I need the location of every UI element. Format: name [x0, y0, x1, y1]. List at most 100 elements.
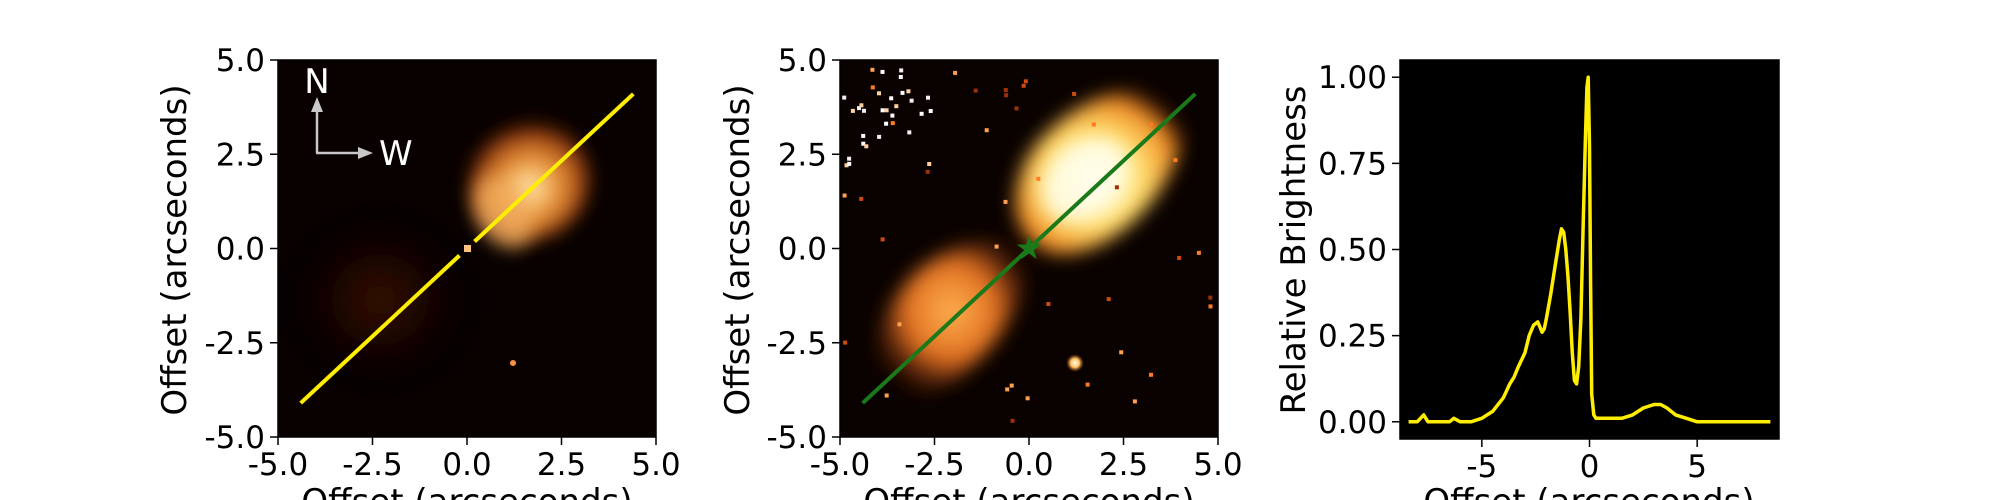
noise-pixel [880, 108, 885, 113]
noise-pixel [1119, 350, 1124, 355]
right-y-tick-label: 0.75 [1318, 146, 1387, 182]
noise-pixel [847, 161, 852, 166]
right-x-tick-label: 0 [1580, 449, 1600, 485]
noise-pixel [1149, 122, 1153, 127]
noise-pixel [1005, 387, 1010, 392]
noise-pixel [1023, 79, 1028, 84]
noise-pixel [1132, 399, 1137, 404]
point-source-middle [1066, 354, 1084, 372]
north-arrow-icon [311, 97, 323, 112]
right-x-tick-label: 5 [1687, 449, 1707, 485]
noise-pixel [862, 108, 866, 113]
noise-pixel [907, 130, 912, 135]
point-source-left [510, 360, 516, 366]
noise-pixel [928, 109, 933, 113]
noise-pixel [897, 322, 902, 327]
middle-x-tick-label: -5.0 [810, 447, 871, 483]
middle-x-tick-label: 2.5 [1099, 447, 1148, 483]
noise-pixel [842, 193, 847, 198]
noise-pixel [919, 111, 924, 116]
left-x-tick-label: 5.0 [631, 447, 680, 483]
left-x-tick-label: 0.0 [442, 447, 491, 483]
noise-pixel [884, 121, 889, 126]
middle-y-tick-label: 5.0 [778, 43, 827, 79]
compass-west-label: W [379, 134, 413, 174]
middle-y-tick-label: -2.5 [767, 326, 828, 362]
noise-pixel [850, 108, 855, 113]
noise-pixel [870, 85, 875, 90]
left-y-tick-label: -2.5 [205, 326, 266, 362]
noise-pixel [1003, 199, 1008, 204]
noise-pixel [877, 134, 882, 139]
x-axis-title-middle: Offset (arcseconds) [863, 482, 1194, 500]
y-axis-title-middle: Offset (arcseconds) [718, 84, 758, 415]
noise-pixel [1014, 106, 1019, 111]
compass-north-label: N [304, 62, 329, 102]
noise-pixel [1046, 302, 1051, 306]
x-axis-title-right: Offset (arcseconds) [1423, 482, 1754, 500]
left-y-tick-label: -5.0 [205, 420, 266, 456]
noise-pixel [889, 96, 894, 101]
center-star-icon [1016, 235, 1042, 259]
noise-pixels-middle [842, 67, 1213, 423]
noise-pixel [1149, 372, 1153, 377]
noise-pixel [890, 113, 895, 118]
noise-pixel [994, 244, 999, 249]
noise-pixel [847, 156, 852, 161]
y-axis-title-left: Offset (arcseconds) [155, 84, 195, 415]
noise-pixel [1196, 250, 1201, 255]
panel-right: -5 0 5 1.00 0.75 0.50 0.25 0.00 Relative Bright… [1274, 59, 1780, 500]
west-arrow-icon [358, 147, 373, 159]
left-y-tick-label: 5.0 [216, 43, 265, 79]
noise-pixel [1036, 176, 1041, 181]
noise-pixel [973, 88, 978, 93]
right-x-tick-label: -5 [1466, 449, 1497, 485]
noise-pixel [1003, 88, 1008, 92]
middle-y-tick-label: 0.0 [778, 232, 827, 268]
noise-pixel [890, 121, 895, 126]
cut-line-left [299, 92, 635, 405]
noise-pixel [953, 70, 958, 75]
noise-pixel [861, 141, 866, 146]
noise-pixel [1091, 122, 1096, 127]
noise-pixel [1208, 295, 1213, 300]
left-y-tick-label: 0.0 [216, 232, 265, 268]
cut-line-segment [473, 92, 635, 243]
brightness-profile-line [1408, 75, 1771, 424]
noise-pixel [1173, 158, 1178, 163]
noise-pixel [1025, 396, 1030, 401]
noise-pixel [894, 104, 899, 109]
noise-pixel [880, 237, 885, 242]
noise-pixel [1010, 418, 1015, 423]
middle-x-tick-label: 0.0 [1004, 447, 1053, 483]
noise-pixel [1177, 255, 1182, 260]
right-y-tick-label: 0.25 [1318, 319, 1387, 355]
noise-pixel [926, 95, 930, 100]
noise-pixel [909, 98, 914, 103]
y-axis-title-right: Relative Brightness [1274, 85, 1314, 414]
noise-pixel [1021, 83, 1026, 88]
axes-left: -5.0 -2.5 0.0 2.5 5.0 5.0 2.5 0.0 -2.5 -5.0 [205, 43, 681, 483]
noise-pixel [984, 128, 989, 133]
lobe-upper-middle-core [1041, 138, 1129, 222]
axes-middle: -5.0 -2.5 0.0 2.5 5.0 5.0 2.5 0.0 -2.5 -5.0 [767, 43, 1243, 483]
central-source-left [464, 245, 471, 252]
cut-line-segment [299, 254, 461, 405]
noise-pixel [927, 162, 932, 166]
middle-x-tick-label: 5.0 [1193, 447, 1242, 483]
noise-pixel [1114, 185, 1119, 190]
noise-pixel [843, 340, 848, 345]
x-axis-title-left: Offset (arcseconds) [301, 482, 632, 500]
noise-pixel [857, 106, 861, 111]
noise-pixel [1004, 93, 1009, 98]
noise-pixel [1106, 297, 1111, 302]
noise-pixel [1072, 92, 1077, 96]
left-y-tick-label: 2.5 [216, 137, 265, 173]
noise-pixel [906, 89, 911, 94]
noise-pixel [880, 69, 885, 74]
noise-pixel [898, 75, 903, 79]
noise-pixel [864, 144, 869, 149]
middle-x-tick-label: -2.5 [904, 447, 965, 483]
right-y-tick-label: 0.50 [1318, 233, 1387, 269]
